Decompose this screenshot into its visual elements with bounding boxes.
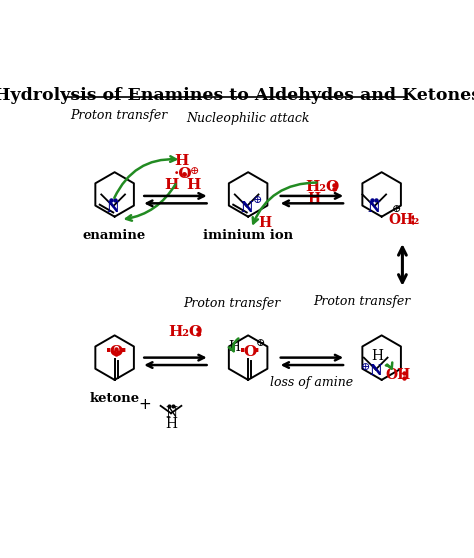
Text: ⊕: ⊕ xyxy=(392,204,401,214)
Text: N: N xyxy=(165,406,177,420)
Text: Hydrolysis of Enamines to Aldehydes and Ketones: Hydrolysis of Enamines to Aldehydes and … xyxy=(0,87,474,104)
Text: :: : xyxy=(196,325,202,339)
Text: ·: · xyxy=(120,342,127,361)
Text: H: H xyxy=(186,178,201,192)
Text: O: O xyxy=(109,345,123,359)
Text: ⊕: ⊕ xyxy=(252,195,262,205)
Text: N: N xyxy=(369,364,382,378)
Text: Proton transfer: Proton transfer xyxy=(183,297,281,310)
Text: enamine: enamine xyxy=(83,229,146,242)
Text: Proton transfer: Proton transfer xyxy=(313,296,410,309)
Text: H₂O: H₂O xyxy=(305,180,339,194)
Text: O: O xyxy=(243,345,256,359)
Text: H: H xyxy=(258,215,271,230)
Text: N: N xyxy=(240,201,253,215)
Text: H₂O: H₂O xyxy=(169,325,203,339)
Text: H: H xyxy=(164,178,178,192)
Text: ·O: ·O xyxy=(173,167,192,181)
Text: OH: OH xyxy=(385,368,410,382)
Text: ·: · xyxy=(238,342,246,361)
Text: H: H xyxy=(307,192,320,206)
Text: ·: · xyxy=(105,342,112,361)
Text: Proton transfer: Proton transfer xyxy=(70,109,167,122)
Text: ⊕: ⊕ xyxy=(255,338,264,348)
Text: N: N xyxy=(368,201,381,215)
Text: iminium ion: iminium ion xyxy=(203,229,293,242)
Text: ⊕: ⊕ xyxy=(190,166,200,176)
Text: +: + xyxy=(138,397,151,412)
Text: :: : xyxy=(333,180,338,194)
Text: ketone: ketone xyxy=(90,392,140,405)
Text: OH₂: OH₂ xyxy=(388,213,419,227)
Text: ⊕: ⊕ xyxy=(361,362,370,372)
Text: H: H xyxy=(165,417,177,431)
Text: H: H xyxy=(174,154,189,168)
Text: H: H xyxy=(371,349,383,363)
Text: Nucleophilic attack: Nucleophilic attack xyxy=(186,112,310,124)
Text: H: H xyxy=(229,340,241,354)
Text: loss of amine: loss of amine xyxy=(270,376,354,388)
Text: ·: · xyxy=(253,342,261,361)
Text: N: N xyxy=(107,201,119,215)
